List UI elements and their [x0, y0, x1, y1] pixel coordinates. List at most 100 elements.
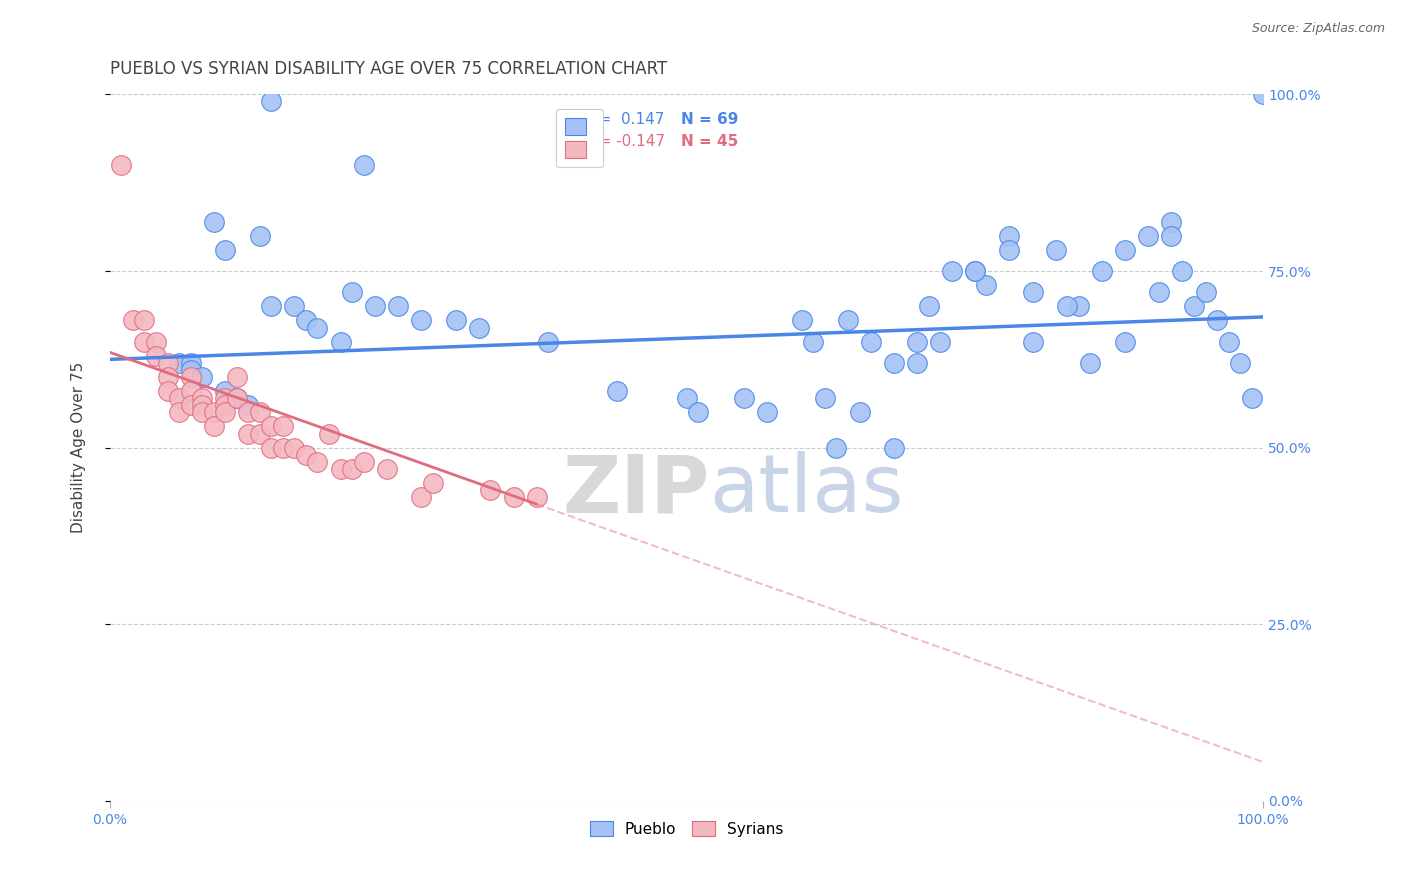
Point	[180, 370, 202, 384]
Point	[1251, 87, 1274, 102]
Point	[422, 475, 444, 490]
Point	[225, 370, 247, 384]
Point	[444, 313, 467, 327]
Point	[238, 405, 260, 419]
Point	[225, 391, 247, 405]
Point	[1218, 334, 1240, 349]
Point	[905, 356, 928, 370]
Point	[249, 405, 271, 419]
Point	[214, 391, 236, 405]
Point	[606, 384, 628, 398]
Text: R = -0.147: R = -0.147	[582, 135, 665, 149]
Point	[353, 158, 375, 172]
Point	[1067, 299, 1090, 313]
Point	[686, 405, 709, 419]
Text: R =  0.147: R = 0.147	[582, 112, 664, 127]
Point	[271, 419, 294, 434]
Point	[260, 95, 283, 109]
Point	[340, 285, 363, 300]
Point	[1182, 299, 1205, 313]
Point	[364, 299, 387, 313]
Point	[214, 398, 236, 412]
Point	[537, 334, 560, 349]
Point	[468, 320, 491, 334]
Point	[329, 334, 352, 349]
Point	[1021, 285, 1043, 300]
Point	[860, 334, 883, 349]
Point	[180, 363, 202, 377]
Point	[145, 349, 167, 363]
Point	[214, 405, 236, 419]
Point	[963, 264, 986, 278]
Point	[260, 299, 283, 313]
Point	[156, 384, 179, 398]
Point	[1136, 228, 1159, 243]
Point	[225, 391, 247, 405]
Point	[1114, 243, 1136, 257]
Point	[145, 334, 167, 349]
Point	[803, 334, 825, 349]
Point	[814, 391, 837, 405]
Text: atlas: atlas	[710, 451, 904, 529]
Point	[283, 441, 305, 455]
Point	[1206, 313, 1229, 327]
Point	[883, 441, 905, 455]
Point	[918, 299, 941, 313]
Point	[1045, 243, 1067, 257]
Point	[411, 313, 433, 327]
Point	[1240, 391, 1263, 405]
Point	[134, 334, 156, 349]
Point	[1229, 356, 1251, 370]
Point	[353, 455, 375, 469]
Point	[1078, 356, 1101, 370]
Point	[790, 313, 813, 327]
Point	[180, 356, 202, 370]
Point	[929, 334, 952, 349]
Point	[202, 419, 225, 434]
Point	[122, 313, 145, 327]
Point	[976, 278, 998, 293]
Point	[941, 264, 963, 278]
Y-axis label: Disability Age Over 75: Disability Age Over 75	[72, 362, 86, 533]
Point	[1149, 285, 1171, 300]
Point	[307, 320, 329, 334]
Point	[963, 264, 986, 278]
Text: N = 69: N = 69	[681, 112, 738, 127]
Text: N = 45: N = 45	[681, 135, 738, 149]
Point	[134, 313, 156, 327]
Text: ZIP: ZIP	[562, 451, 710, 529]
Point	[329, 462, 352, 476]
Point	[340, 462, 363, 476]
Legend: Pueblo, Syrians: Pueblo, Syrians	[583, 814, 789, 843]
Point	[733, 391, 755, 405]
Point	[191, 391, 214, 405]
Text: PUEBLO VS SYRIAN DISABILITY AGE OVER 75 CORRELATION CHART: PUEBLO VS SYRIAN DISABILITY AGE OVER 75 …	[110, 60, 666, 78]
Point	[1021, 334, 1043, 349]
Point	[526, 490, 548, 504]
Point	[502, 490, 524, 504]
Point	[249, 228, 271, 243]
Point	[375, 462, 398, 476]
Text: Source: ZipAtlas.com: Source: ZipAtlas.com	[1251, 22, 1385, 36]
Point	[307, 455, 329, 469]
Point	[167, 391, 190, 405]
Point	[295, 448, 318, 462]
Point	[295, 313, 318, 327]
Point	[1171, 264, 1194, 278]
Point	[675, 391, 697, 405]
Point	[837, 313, 859, 327]
Point	[387, 299, 409, 313]
Point	[905, 334, 928, 349]
Point	[202, 214, 225, 228]
Point	[756, 405, 779, 419]
Point	[214, 384, 236, 398]
Point	[1194, 285, 1216, 300]
Point	[1091, 264, 1114, 278]
Point	[825, 441, 848, 455]
Point	[167, 356, 190, 370]
Point	[260, 441, 283, 455]
Point	[156, 356, 179, 370]
Point	[260, 419, 283, 434]
Point	[1160, 228, 1182, 243]
Point	[271, 441, 294, 455]
